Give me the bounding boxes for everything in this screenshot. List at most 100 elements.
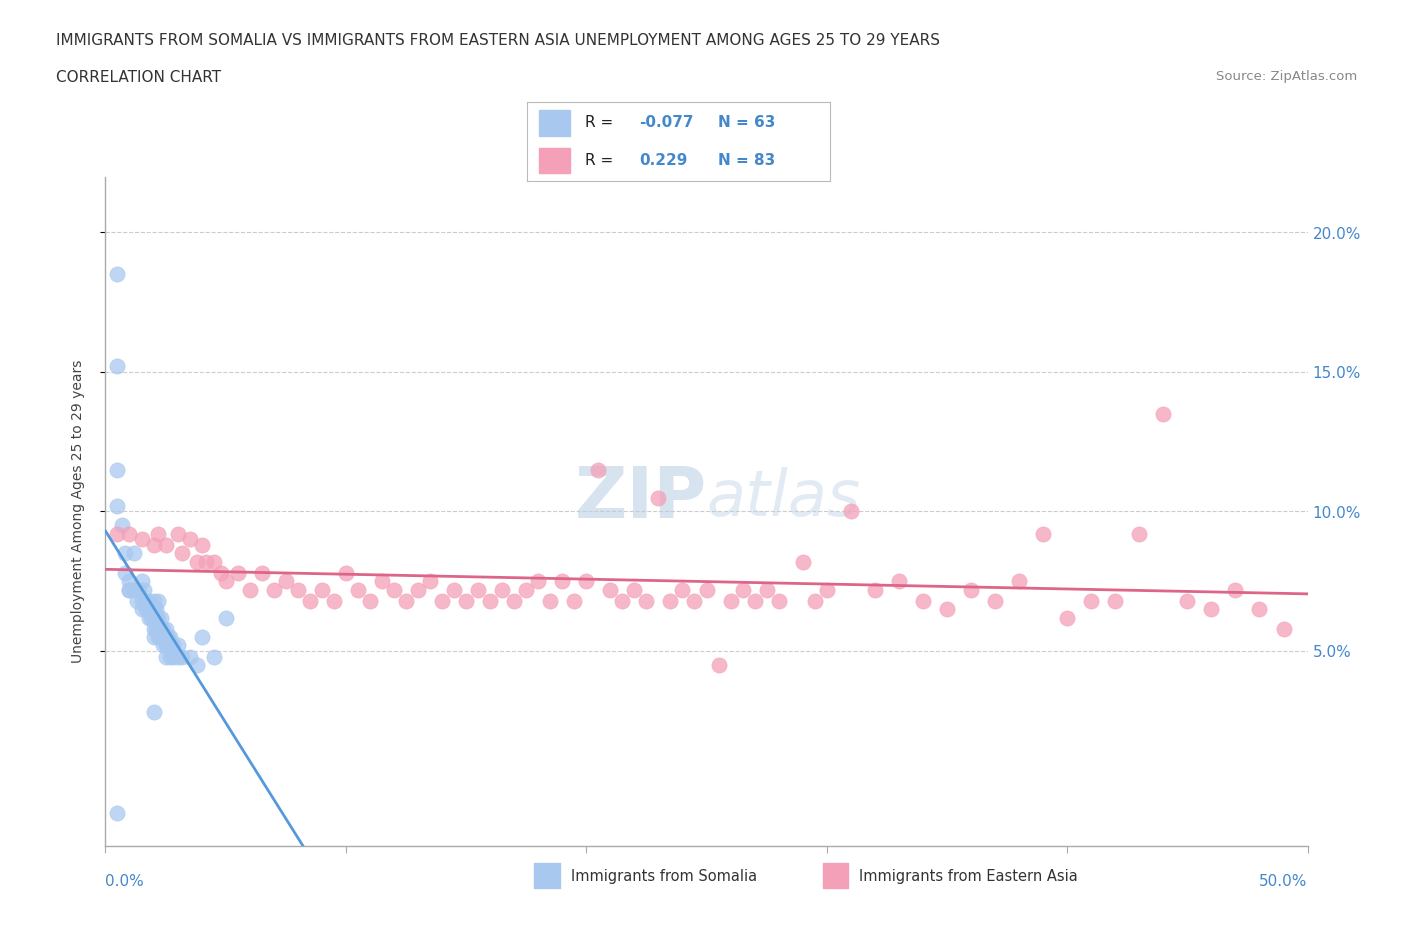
- Point: [214, 610, 236, 625]
- Point: [298, 593, 321, 608]
- Point: [612, 593, 634, 608]
- Point: [1128, 526, 1150, 541]
- Point: [159, 649, 181, 664]
- Point: [118, 582, 141, 597]
- Point: [1008, 574, 1031, 589]
- Point: [768, 593, 790, 608]
- Text: 0.0%: 0.0%: [105, 874, 145, 889]
- Point: [911, 593, 934, 608]
- Point: [118, 574, 141, 589]
- Point: [131, 602, 153, 617]
- Point: [162, 638, 184, 653]
- Point: [936, 602, 959, 617]
- Point: [503, 593, 526, 608]
- Point: [274, 574, 297, 589]
- Point: [311, 582, 333, 597]
- Point: [1272, 621, 1295, 636]
- Point: [406, 582, 429, 597]
- Point: [156, 630, 179, 644]
- Point: [155, 538, 177, 552]
- Point: [419, 574, 441, 589]
- Point: [107, 526, 129, 541]
- Point: [382, 582, 405, 597]
- Point: [527, 574, 550, 589]
- Point: [131, 574, 153, 589]
- Point: [172, 649, 194, 664]
- Text: R =: R =: [585, 153, 613, 168]
- Point: [287, 582, 309, 597]
- Point: [1056, 610, 1078, 625]
- Point: [226, 565, 249, 580]
- Point: [744, 593, 766, 608]
- Point: [202, 554, 225, 569]
- Point: [145, 602, 167, 617]
- Point: [138, 602, 160, 617]
- Point: [960, 582, 983, 597]
- Point: [111, 518, 134, 533]
- Point: [803, 593, 825, 608]
- Point: [155, 638, 177, 653]
- Point: [479, 593, 502, 608]
- Point: [186, 554, 208, 569]
- Point: [190, 630, 212, 644]
- Point: [443, 582, 465, 597]
- Point: [166, 526, 188, 541]
- Point: [148, 621, 170, 636]
- Point: [1104, 593, 1126, 608]
- Point: [142, 602, 165, 617]
- Point: [118, 582, 141, 597]
- Point: [250, 565, 273, 580]
- Point: [322, 593, 344, 608]
- Point: [1225, 582, 1247, 597]
- Point: [124, 546, 146, 561]
- Text: 0.229: 0.229: [640, 153, 688, 168]
- Point: [148, 630, 170, 644]
- Point: [430, 593, 453, 608]
- Point: [139, 602, 162, 617]
- Point: [720, 593, 742, 608]
- Text: ZIP: ZIP: [574, 464, 707, 533]
- Point: [142, 610, 165, 625]
- Text: Source: ZipAtlas.com: Source: ZipAtlas.com: [1216, 70, 1357, 83]
- Point: [454, 593, 477, 608]
- Point: [138, 610, 160, 625]
- Point: [114, 565, 136, 580]
- Point: [124, 582, 146, 597]
- Point: [172, 546, 194, 561]
- Point: [1175, 593, 1198, 608]
- Point: [131, 532, 153, 547]
- Point: [863, 582, 886, 597]
- Bar: [540, 110, 569, 136]
- Point: [107, 805, 129, 820]
- Point: [671, 582, 693, 597]
- Point: [755, 582, 778, 597]
- Point: [491, 582, 513, 597]
- Text: 50.0%: 50.0%: [1260, 874, 1308, 889]
- Point: [647, 490, 669, 505]
- Point: [588, 462, 610, 477]
- Point: [148, 610, 170, 625]
- Point: [984, 593, 1007, 608]
- Point: [107, 498, 129, 513]
- Point: [155, 630, 177, 644]
- Point: [263, 582, 285, 597]
- Y-axis label: Unemployment Among Ages 25 to 29 years: Unemployment Among Ages 25 to 29 years: [70, 360, 84, 663]
- Point: [551, 574, 574, 589]
- Point: [214, 574, 236, 589]
- Point: [347, 582, 370, 597]
- Point: [142, 538, 165, 552]
- Text: Immigrants from Eastern Asia: Immigrants from Eastern Asia: [859, 869, 1078, 883]
- Point: [179, 649, 201, 664]
- Point: [155, 649, 177, 664]
- Text: Immigrants from Somalia: Immigrants from Somalia: [571, 869, 756, 883]
- Point: [128, 582, 150, 597]
- Point: [149, 610, 172, 625]
- Point: [1152, 406, 1174, 421]
- Point: [467, 582, 489, 597]
- Point: [107, 462, 129, 477]
- Point: [792, 554, 814, 569]
- Text: -0.077: -0.077: [640, 115, 693, 130]
- Point: [202, 649, 225, 664]
- Point: [142, 593, 165, 608]
- Point: [179, 532, 201, 547]
